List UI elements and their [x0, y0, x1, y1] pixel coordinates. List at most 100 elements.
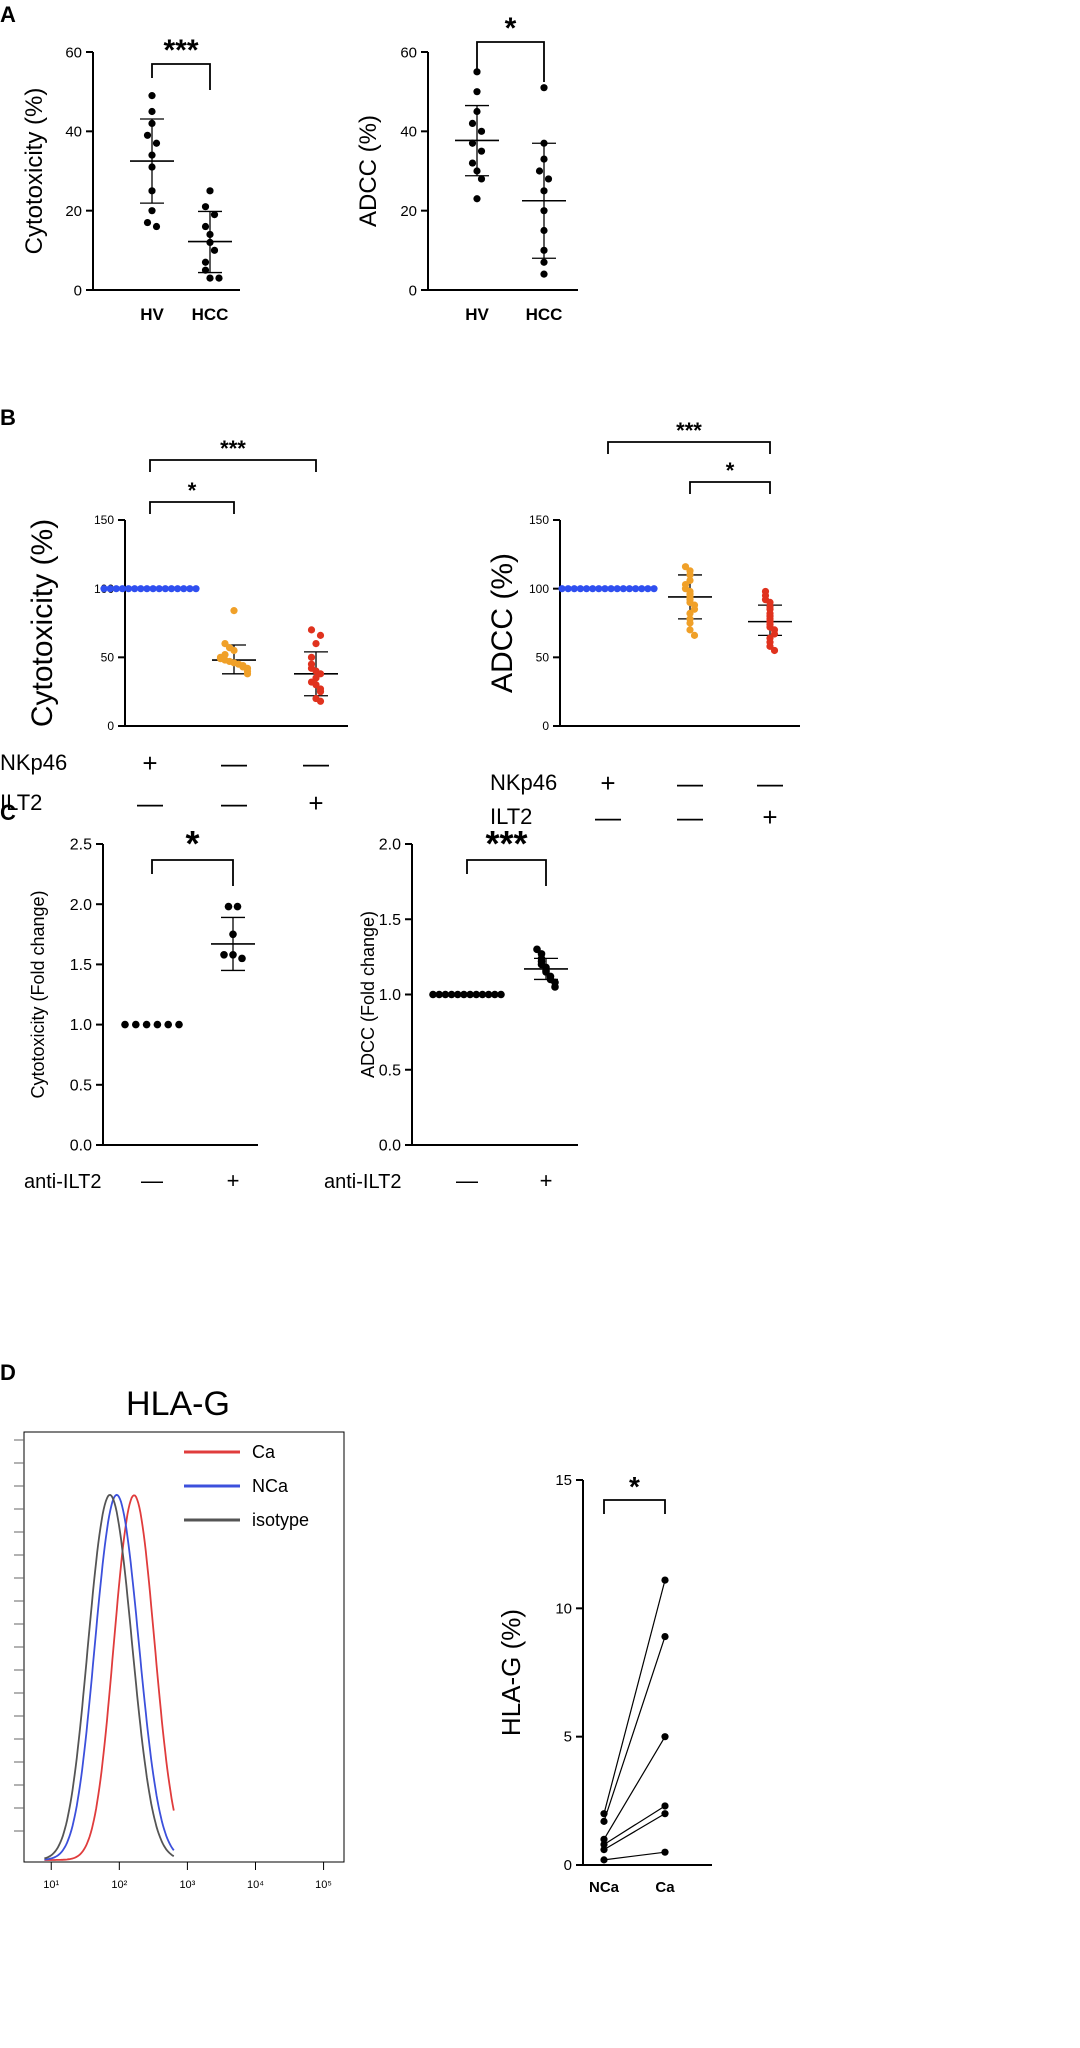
data-point: [601, 585, 609, 593]
data-point: [118, 585, 126, 593]
data-point: [535, 167, 544, 175]
significance-label: *: [629, 1471, 640, 1502]
y-axis-label: ADCC (Fold change): [358, 911, 378, 1078]
legend-label: isotype: [252, 1510, 309, 1530]
y-axis-label: ADCC (%): [486, 553, 519, 693]
y-tick-label: 20: [65, 203, 82, 220]
y-tick-label: 15: [555, 1472, 572, 1489]
data-point: [124, 585, 133, 593]
data-point: [106, 585, 114, 593]
pair-line: [603, 1813, 666, 1851]
condition-mark: —: [456, 1168, 478, 1193]
y-tick-label: 1.0: [70, 1017, 92, 1034]
data-point: [152, 139, 161, 147]
data-point: [148, 187, 156, 195]
data-point: [661, 1810, 669, 1818]
data-point: [619, 585, 627, 593]
y-tick-label: 40: [65, 124, 82, 141]
data-point: [576, 585, 585, 593]
condition-label: anti-ILT2: [24, 1171, 101, 1193]
data-point: [100, 585, 108, 593]
condition-row-label: ILT2: [490, 804, 532, 829]
data-point: [229, 930, 237, 939]
data-point: [472, 990, 481, 999]
data-point: [540, 246, 548, 254]
y-tick-label: 150: [94, 513, 114, 527]
data-point: [466, 990, 474, 999]
x-category-label: NCa: [589, 1879, 620, 1896]
significance-bracket: [151, 859, 234, 886]
data-point: [206, 238, 214, 246]
data-point: [540, 155, 548, 163]
data-point: [316, 697, 325, 705]
y-tick-label: 10: [555, 1600, 572, 1617]
data-point: [661, 1733, 669, 1741]
pair-line: [603, 1805, 666, 1845]
data-point: [192, 585, 200, 593]
panel-letter-d: D: [0, 1360, 16, 1385]
significance-label: ***: [676, 418, 702, 443]
data-point: [186, 585, 194, 593]
data-point: [473, 167, 481, 175]
data-point: [131, 585, 139, 593]
data-point: [164, 1020, 172, 1029]
y-tick-label: 20: [400, 203, 417, 220]
data-point: [477, 127, 486, 135]
panel-letter-b: B: [0, 405, 16, 430]
data-point: [468, 119, 477, 127]
chart-a1: 0 20 40 60 Cytotoxicity (%) *** HV HCC: [21, 34, 240, 324]
significance-label: ***: [163, 34, 198, 67]
data-point: [638, 585, 646, 593]
data-point: [661, 1848, 669, 1856]
panel-letter-a: A: [0, 2, 16, 27]
significance-label: *: [185, 823, 199, 864]
x-tick-label: 10²: [111, 1879, 127, 1891]
data-point: [316, 631, 325, 639]
histogram-title: HLA-G: [126, 1385, 230, 1423]
data-point: [148, 92, 156, 100]
y-tick-label: 1.0: [379, 987, 401, 1004]
legend-label: NCa: [252, 1476, 289, 1496]
x-category-label: Ca: [655, 1879, 675, 1896]
data-point: [468, 139, 477, 147]
y-axis-label: HLA-G (%): [496, 1609, 526, 1736]
significance-bracket: [689, 481, 771, 494]
y-tick-label: 0.0: [379, 1138, 401, 1155]
data-point: [441, 990, 450, 999]
y-tick-label: 0: [564, 1857, 572, 1874]
data-point: [625, 585, 634, 593]
data-point: [238, 954, 246, 963]
condition-mark: —: [595, 802, 621, 832]
significance-bracket: [149, 501, 235, 514]
data-point: [468, 159, 477, 167]
x-category-label: HCC: [192, 305, 229, 324]
x-tick-label: 10³: [179, 1879, 195, 1891]
data-point: [613, 585, 621, 593]
data-point: [661, 1802, 669, 1810]
pair-line: [603, 1579, 666, 1814]
data-point: [686, 571, 694, 579]
data-point: [155, 585, 163, 593]
y-tick-label: 2.0: [70, 897, 92, 914]
data-point: [180, 585, 188, 593]
data-point: [429, 990, 437, 999]
significance-label: ***: [485, 823, 527, 864]
data-point: [540, 226, 548, 235]
y-tick-label: 50: [101, 651, 115, 665]
data-point: [312, 640, 320, 648]
condition-mark: +: [600, 768, 615, 798]
data-point: [206, 187, 214, 195]
data-point: [175, 1020, 183, 1029]
data-point: [148, 151, 156, 159]
significance-bracket: [603, 1499, 666, 1514]
data-point: [220, 950, 228, 959]
data-point: [595, 585, 603, 593]
condition-mark: +: [540, 1168, 553, 1193]
significance-bracket: [149, 459, 317, 472]
data-point: [661, 1632, 669, 1641]
x-tick-label: 10¹: [43, 1879, 59, 1891]
significance-label: *: [505, 12, 517, 45]
pair-line: [603, 1736, 666, 1840]
y-axis-label: Cytotoxicity (%): [26, 519, 59, 727]
data-point: [161, 585, 169, 593]
